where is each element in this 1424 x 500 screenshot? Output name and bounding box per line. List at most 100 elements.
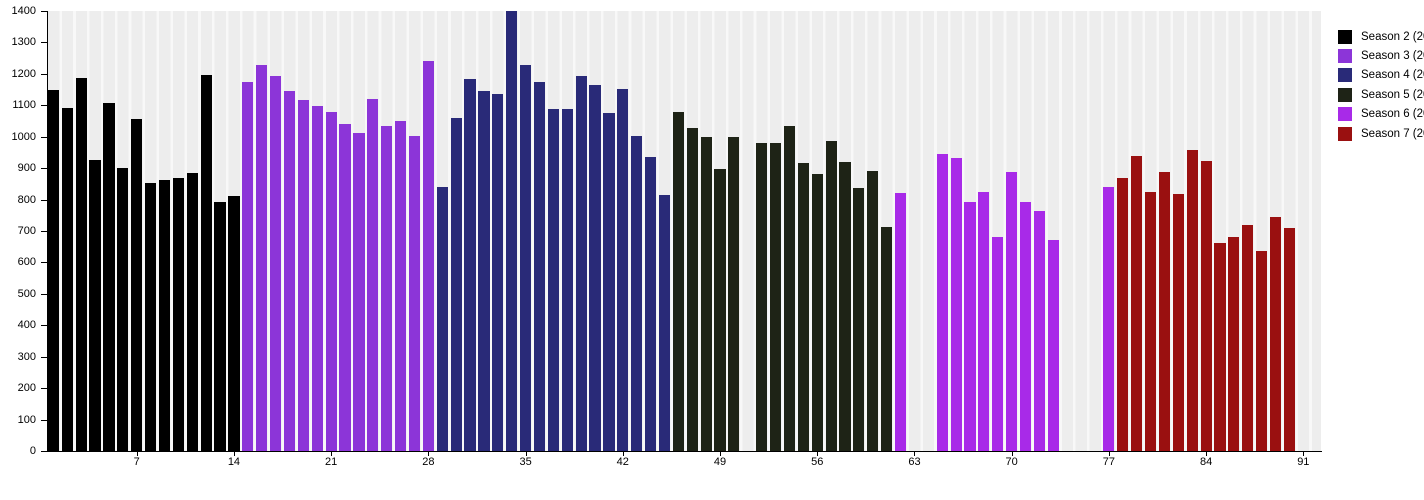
bar-episode-26 <box>395 120 407 451</box>
bar-episode-67 <box>964 201 976 451</box>
plot-area <box>47 11 1321 451</box>
y-tick-1200 <box>41 73 47 75</box>
bar-episode-43 <box>631 136 643 451</box>
y-tick-label-1400: 1400 <box>11 5 36 17</box>
legend-item-season-5: Season 5 (20 <box>1338 85 1424 104</box>
bar-episode-2 <box>61 107 73 451</box>
bar-episode-23 <box>353 132 365 451</box>
bar-episode-79 <box>1131 155 1143 451</box>
x-tick-label-70: 70 <box>1005 456 1018 468</box>
legend-item-season-2: Season 2 (20 <box>1338 27 1424 46</box>
bar-episode-80 <box>1144 192 1157 451</box>
x-tick-77 <box>1108 452 1110 456</box>
y-tick-label-0: 0 <box>29 445 36 457</box>
legend-swatch-season-6 <box>1338 107 1352 122</box>
y-tick-1000 <box>41 136 47 138</box>
y-tick-700 <box>41 231 47 232</box>
bar-episode-87 <box>1242 225 1254 451</box>
y-tick-label-1300: 1300 <box>11 36 36 49</box>
bar-episode-6 <box>117 168 129 451</box>
bar-episode-65 <box>936 153 948 451</box>
bar-episode-9 <box>158 179 171 451</box>
bar-episode-83 <box>1186 149 1198 451</box>
x-tick-label-21: 21 <box>325 456 338 468</box>
y-tick-label-1000: 1000 <box>11 130 36 143</box>
y-tick-0 <box>41 451 47 452</box>
bar-episode-66 <box>950 158 962 451</box>
bar-episode-19 <box>297 99 309 451</box>
bar-episode-13 <box>214 201 226 451</box>
bar-episode-82 <box>1172 193 1184 451</box>
y-tick-label-1200: 1200 <box>11 67 36 80</box>
bar-episode-71 <box>1019 202 1032 451</box>
y-tick-label-800: 800 <box>17 193 36 206</box>
bar-episode-88 <box>1256 251 1268 451</box>
x-tick-label-7: 7 <box>133 456 140 468</box>
bar-episode-39 <box>575 76 587 451</box>
y-tick-label-100: 100 <box>17 413 36 426</box>
bar-episode-8 <box>145 182 157 451</box>
y-tick-1100 <box>41 105 47 107</box>
x-tick-63 <box>914 452 916 456</box>
bar-episode-15 <box>242 81 254 451</box>
bar-episode-12 <box>200 74 212 451</box>
x-tick-label-14: 14 <box>227 456 241 468</box>
x-tick-70 <box>1011 452 1013 456</box>
bar-episode-4 <box>89 159 101 451</box>
bar-episode-1 <box>47 90 59 451</box>
x-tick-84 <box>1206 452 1208 456</box>
x-tick-label-63: 63 <box>908 456 921 468</box>
bar-episode-61 <box>881 227 893 451</box>
x-tick-label-84: 84 <box>1199 456 1213 468</box>
bar-episode-29 <box>436 186 448 451</box>
bar-episode-62 <box>894 192 907 451</box>
legend-swatch-season-2 <box>1338 29 1352 44</box>
bar-episode-7 <box>131 119 143 451</box>
x-tick-21 <box>331 452 333 456</box>
y-tick-label-900: 900 <box>17 162 36 175</box>
legend-label-season-3: Season 3 (20 <box>1361 50 1424 63</box>
bar-episode-89 <box>1269 217 1282 451</box>
legend-item-season-4: Season 4 (20 <box>1338 66 1424 85</box>
legend: Season 2 (20 Season 3 (20 Season 4 (20 S… <box>1338 27 1424 143</box>
bar-episode-60 <box>867 170 879 451</box>
legend-swatch-season-5 <box>1338 87 1352 102</box>
bar-episode-69 <box>992 237 1004 451</box>
bar-episode-84 <box>1200 160 1212 451</box>
x-tick-56 <box>817 452 819 456</box>
bar-episode-90 <box>1283 227 1296 451</box>
y-tick-200 <box>41 388 47 390</box>
x-tick-label-77: 77 <box>1102 456 1115 468</box>
bar-episode-14 <box>228 196 240 451</box>
y-tick-300 <box>41 356 47 358</box>
bar-episode-56 <box>811 173 823 451</box>
y-tick-label-600: 600 <box>17 256 36 269</box>
bar-episode-11 <box>186 172 198 451</box>
y-axis-line <box>47 11 48 452</box>
bar-episode-33 <box>492 93 504 451</box>
y-tick-1400 <box>41 11 47 12</box>
legend-label-season-5: Season 5 (20 <box>1361 88 1424 101</box>
x-tick-91 <box>1303 452 1305 456</box>
bar-episode-52 <box>756 142 768 451</box>
bar-episode-70 <box>1006 171 1018 451</box>
x-tick-label-49: 49 <box>713 456 727 468</box>
x-tick-label-42: 42 <box>616 456 629 468</box>
bar-episode-49 <box>714 169 726 451</box>
bar-episode-57 <box>825 140 837 451</box>
bar-episode-34 <box>506 11 518 451</box>
bar-episode-77 <box>1103 187 1115 451</box>
y-tick-1300 <box>41 42 47 44</box>
legend-swatch-season-7 <box>1338 126 1352 141</box>
x-tick-label-91: 91 <box>1297 456 1310 468</box>
legend-swatch-season-4 <box>1338 68 1352 83</box>
y-tick-label-300: 300 <box>17 350 36 363</box>
legend-swatch-season-3 <box>1338 49 1352 64</box>
y-tick-500 <box>41 293 47 295</box>
x-tick-28 <box>428 452 430 456</box>
x-tick-35 <box>525 452 527 456</box>
bar-episode-58 <box>839 161 851 451</box>
bar-episode-44 <box>644 157 657 451</box>
y-tick-label-400: 400 <box>17 319 36 332</box>
